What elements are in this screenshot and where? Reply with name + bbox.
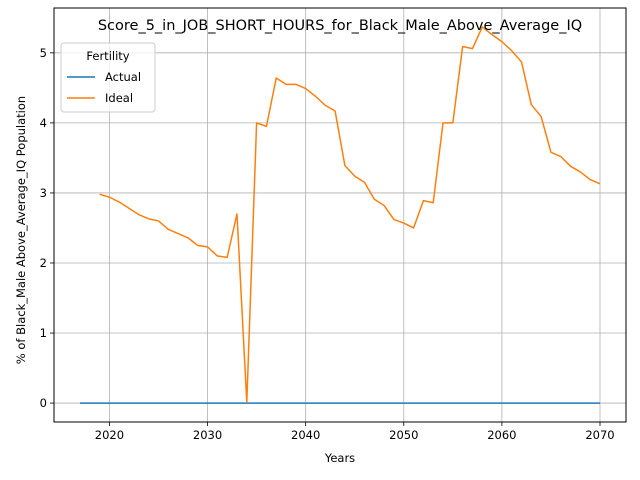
x-tick-label: 2050 <box>389 428 418 442</box>
y-tick-label: 1 <box>40 326 47 340</box>
legend-title: Fertility <box>86 49 129 63</box>
series-line-ideal <box>99 26 601 404</box>
x-tick-label: 2060 <box>487 428 516 442</box>
legend: Fertility Actual Ideal <box>60 42 156 113</box>
plot-frame <box>53 7 627 423</box>
y-axis-label: % of Black_Male Above_Average_IQ Populat… <box>14 96 28 364</box>
series-lines <box>80 26 601 404</box>
legend-box <box>60 42 156 113</box>
x-tick-label: 2070 <box>585 428 614 442</box>
x-tick-label: 2030 <box>193 428 222 442</box>
grid-lines <box>54 8 626 422</box>
legend-label-ideal: Ideal <box>105 91 133 105</box>
y-tick-label: 2 <box>40 256 47 270</box>
legend-label-actual: Actual <box>105 70 141 84</box>
y-tick-label: 4 <box>40 116 47 130</box>
y-tick-label: 0 <box>40 396 47 410</box>
y-axis: 0 1 2 3 4 5 <box>40 46 54 410</box>
x-tick-label: 2020 <box>95 428 124 442</box>
chart-title: Score_5_in_JOB_SHORT_HOURS_for_Black_Mal… <box>98 18 582 34</box>
x-tick-label: 2040 <box>291 428 320 442</box>
x-axis: 2020 2030 2040 2050 2060 2070 <box>95 422 615 442</box>
y-tick-label: 5 <box>40 46 47 60</box>
y-tick-label: 3 <box>40 186 47 200</box>
x-axis-label: Years <box>324 451 355 465</box>
